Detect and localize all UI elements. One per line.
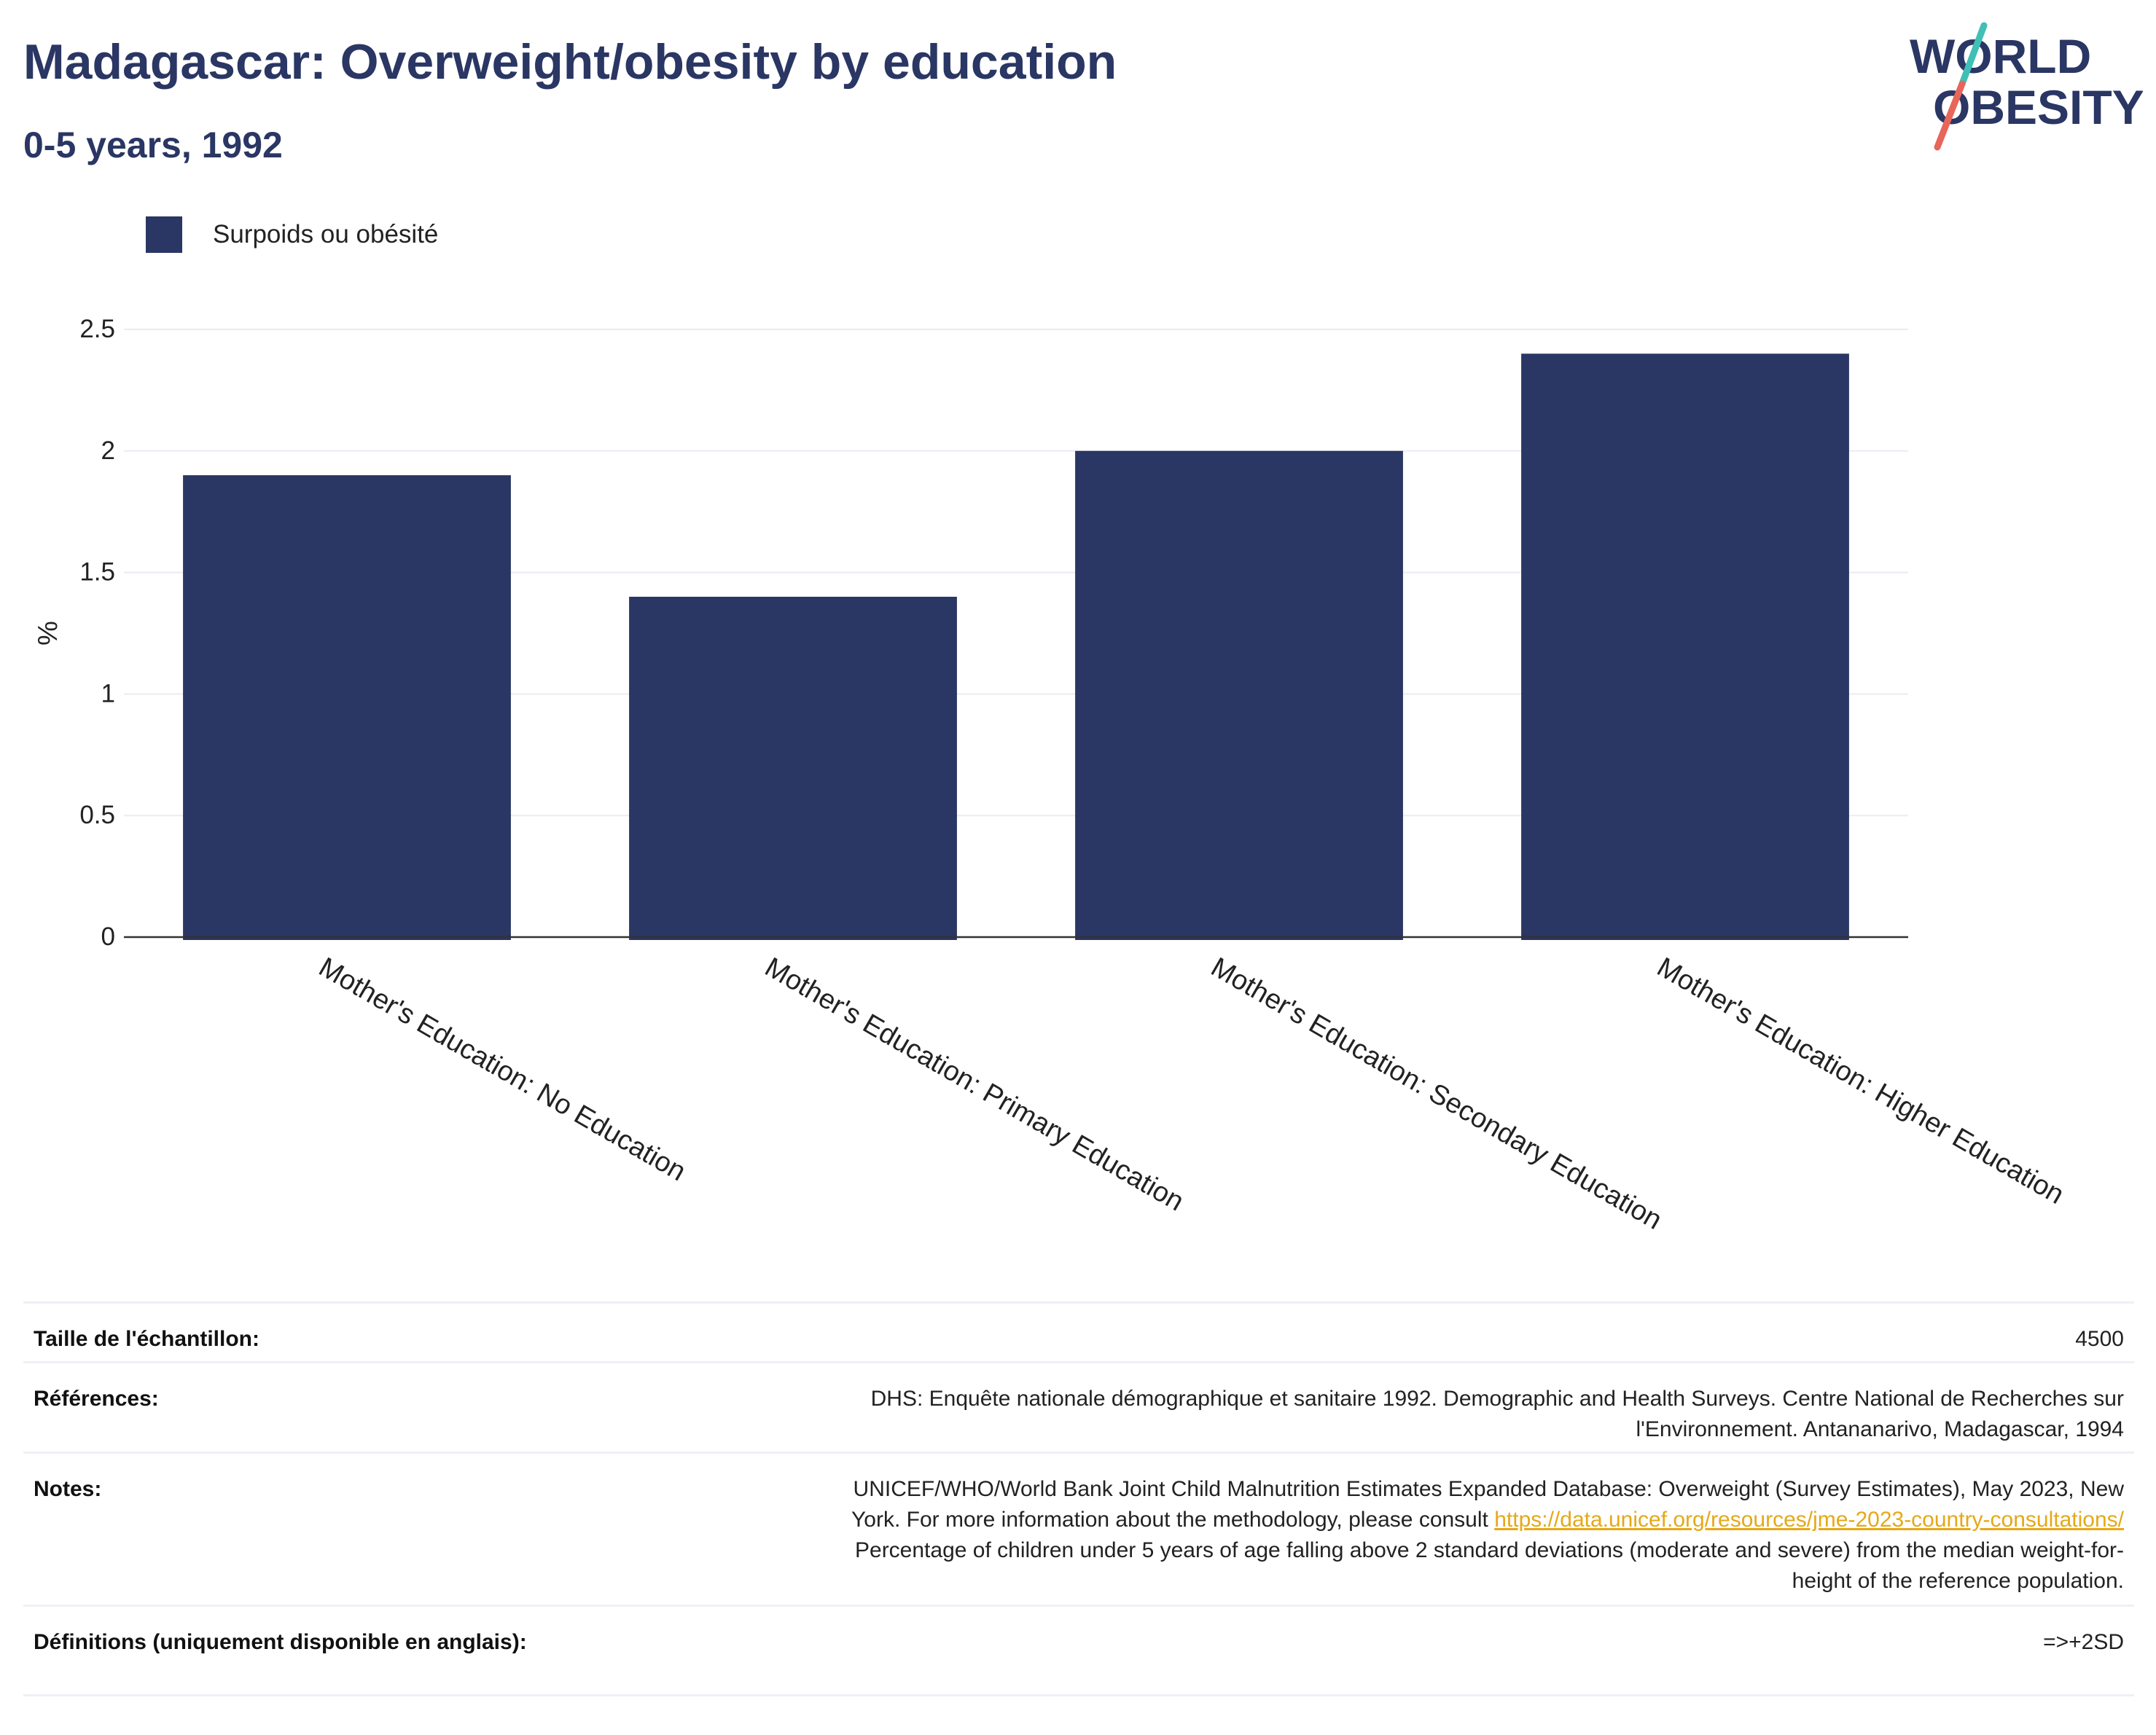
references-line-2: l'Environnement. Antananarivo, Madagasca… — [1636, 1417, 2125, 1441]
x-tick-label: Mother's Education: Secondary Education — [1206, 952, 1667, 1236]
references-label: Références: — [34, 1387, 159, 1411]
logo-text-obesity: OBESITY — [1933, 80, 2143, 134]
logo-slash-bottom — [1934, 80, 1966, 151]
notes-line-2-text: York. For more information about the met… — [851, 1508, 1488, 1532]
notes-value: UNICEF/WHO/World Bank Joint Child Malnut… — [529, 1474, 2124, 1597]
notes-label: Notes: — [34, 1477, 102, 1501]
x-tick-label: Mother's Education: Primary Education — [759, 952, 1189, 1217]
y-tick-label: 1.5 — [79, 558, 115, 587]
y-tick-label: 0.5 — [79, 801, 115, 829]
bar — [629, 596, 957, 940]
bar — [1075, 450, 1403, 940]
definitions-value: =>+2SD — [2043, 1630, 2124, 1654]
logo-slash-top — [1958, 22, 1988, 87]
notes-line-1: UNICEF/WHO/World Bank Joint Child Malnut… — [853, 1477, 2124, 1501]
notes-line-3: Percentage of children under 5 years of … — [855, 1538, 2124, 1562]
notes-methodology-link[interactable]: https://data.unicef.org/resources/jme-20… — [1494, 1508, 2124, 1532]
definitions-row: Définitions (uniquement disponible en an… — [23, 1605, 2134, 1696]
sample-size-row: Taille de l'échantillon: 4500 — [23, 1301, 2134, 1361]
y-axis-title: % — [33, 621, 63, 646]
sample-size-value: 4500 — [2075, 1327, 2124, 1351]
sample-size-label: Taille de l'échantillon: — [34, 1327, 259, 1351]
legend-label: Surpoids ou obésité — [213, 220, 439, 248]
notes-row: Notes: UNICEF/WHO/World Bank Joint Child… — [23, 1452, 2134, 1605]
world-obesity-logo: WORLD OBESITY — [1910, 22, 2143, 151]
x-tick-label: Mother's Education: No Education — [313, 952, 691, 1187]
references-value: DHS: Enquête nationale démographique et … — [529, 1384, 2124, 1445]
definitions-label: Définitions (uniquement disponible en an… — [34, 1630, 527, 1654]
x-tick-label: Mother's Education: Higher Education — [1652, 952, 2069, 1210]
bar — [1521, 353, 1849, 940]
y-tick-label: 2.5 — [79, 315, 115, 343]
bar-chart: 0 0.5 1 1.5 2 2.5% Mother's Education: No Educ… — [33, 315, 2069, 1236]
legend-swatch — [146, 216, 182, 253]
y-tick-label: 2 — [101, 436, 115, 465]
chart-title: Madagascar: Overweight/obesity by educat… — [23, 34, 1117, 90]
bar — [183, 475, 511, 940]
logo-text-world: WORLD — [1910, 29, 2091, 83]
y-tick-label: 1 — [101, 679, 115, 708]
chart-subtitle: 0-5 years, 1992 — [23, 125, 283, 165]
notes-line-4: height of the reference population. — [1792, 1569, 2124, 1593]
legend: Surpoids ou obésité — [146, 216, 438, 254]
metadata-table: Taille de l'échantillon: 4500 Références… — [23, 1301, 2134, 1696]
notes-line-2: York. For more information about the met… — [529, 1505, 2124, 1535]
references-row: Références: DHS: Enquête nationale démog… — [23, 1361, 2134, 1452]
references-line-1: DHS: Enquête nationale démographique et … — [870, 1387, 2124, 1411]
y-tick-label: 0 — [101, 923, 115, 951]
